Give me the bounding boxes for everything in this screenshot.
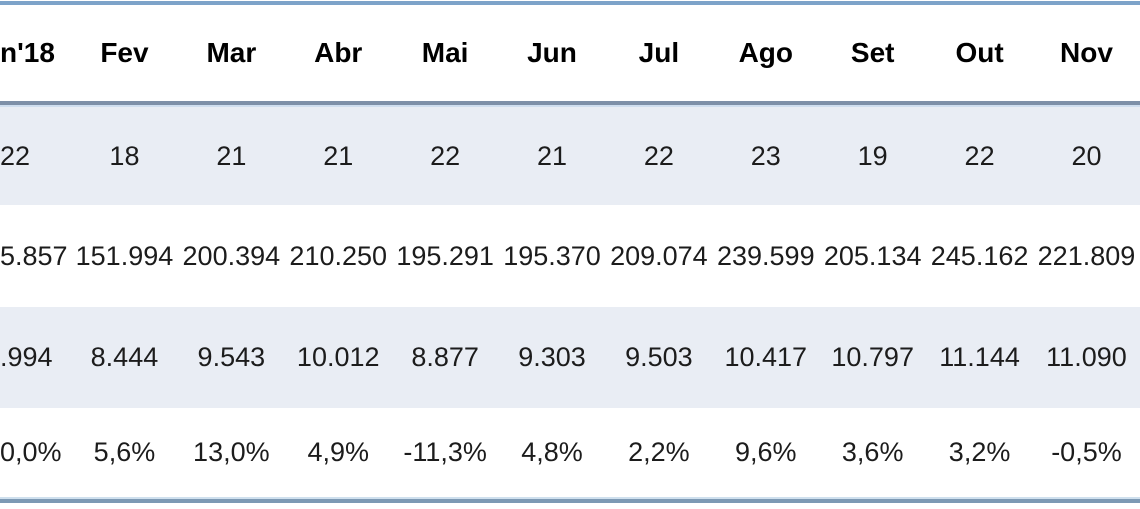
table-cell: 210.250 (289, 240, 388, 271)
table-cell: 3,2% (948, 437, 1011, 467)
table-cell: 195.291 (396, 240, 494, 271)
table-cell: 23 (750, 140, 781, 171)
table-header-row: n'18 Fev Mar Abr Mai Jun Jul Ago Set Out… (0, 5, 1140, 101)
table-row-4-percent: 0,0% 5,6% 13,0% 4,9% -11,3% 4,8% 2,2% 9,… (0, 408, 1140, 497)
header-cell-set: Set (850, 37, 895, 68)
table-cell: 18 (109, 140, 140, 171)
table-cell: 9,6% (735, 437, 797, 467)
table-cell: 22 (643, 140, 674, 171)
table-cell: 10.012 (296, 342, 380, 372)
top-padding (0, 0, 1140, 1)
table-cell: 20 (1071, 140, 1102, 171)
table-cell: 2,2% (628, 437, 690, 467)
table-cell: 21 (536, 140, 568, 171)
table-cell: 22 (964, 140, 995, 171)
table-cell: 8.444 (90, 342, 159, 372)
header-cell-mar: Mar (206, 37, 257, 68)
table-cell: 21 (216, 140, 247, 171)
table-cell: 10.797 (831, 342, 914, 372)
header-cell-jul: Jul (638, 37, 680, 68)
table-cell: 22 (430, 140, 461, 171)
table-cell: 239.599 (716, 240, 815, 271)
table-cell: 9.503 (625, 342, 693, 372)
table-cell: 22 (0, 140, 31, 171)
table-cell: 245.162 (930, 240, 1029, 271)
table-top-border (0, 1, 1140, 5)
table-cell: 3,6% (841, 437, 904, 467)
table-bottom-border-dark (0, 499, 1140, 503)
header-cell-out: Out (955, 37, 1004, 68)
table-cell: .994 (0, 342, 53, 372)
header-cell-nov: Nov (1060, 37, 1113, 68)
header-cell-fev: Fev (100, 37, 149, 68)
header-cell-jun: Jun (527, 37, 577, 68)
header-divider-light (0, 105, 1140, 107)
table-cell: 19 (857, 140, 888, 171)
header-cell-jan18-clipped: n'18 (0, 37, 55, 68)
table-cell: 221.809 (1037, 240, 1136, 271)
table-cell: 8.877 (411, 342, 479, 372)
table-cell: 11.090 (1046, 342, 1127, 372)
table-cell: 151.994 (75, 240, 174, 271)
header-cell-ago: Ago (738, 37, 793, 68)
table-cell: 195.370 (503, 240, 601, 271)
table-cell: 9.543 (197, 342, 266, 372)
table-cell: 205.134 (823, 240, 922, 271)
table-cell: 9.303 (518, 342, 586, 372)
table-cell: 5,6% (93, 437, 156, 467)
table-bottom-border-light (0, 497, 1140, 499)
table-cell: -11,3% (403, 437, 487, 467)
table-cell: 13,0% (193, 437, 270, 467)
table-cell: 0,0% (0, 437, 62, 467)
table-cell: 200.394 (182, 240, 281, 271)
table-cell: 10.417 (724, 342, 808, 372)
header-cell-mai: Mai (421, 37, 469, 68)
table-cell: -0,5% (1051, 437, 1122, 467)
table-cell: 209.074 (610, 240, 708, 271)
table-cell: 21 (323, 140, 354, 171)
bottom-padding (0, 503, 1140, 509)
table-row-3: .994 8.444 9.543 10.012 8.877 9.303 9.50… (0, 307, 1140, 408)
table-cell: 11.144 (939, 342, 1020, 372)
table-cell: 4,8% (521, 437, 583, 467)
table-cell: 5.857 (0, 240, 68, 271)
table-row-1: 22 18 21 21 22 21 22 23 19 22 20 (0, 107, 1140, 205)
header-divider-dark (0, 101, 1140, 105)
header-cell-abr: Abr (314, 37, 363, 68)
table-row-2: 5.857 151.994 200.394 210.250 195.291 19… (0, 205, 1140, 307)
table-cell: 4,9% (307, 437, 369, 467)
